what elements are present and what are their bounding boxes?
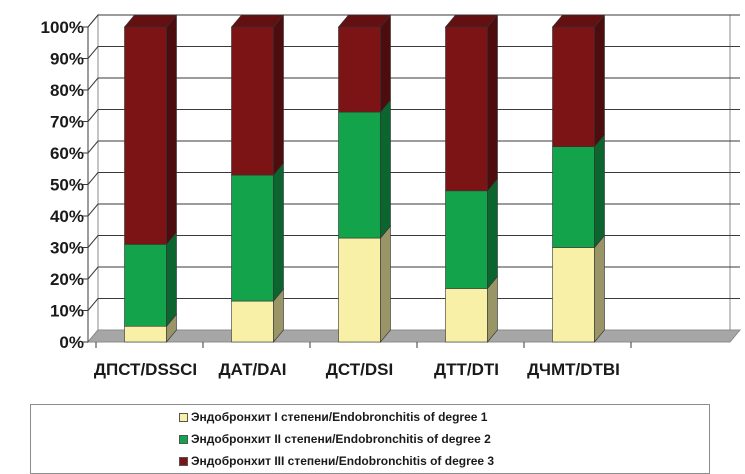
x-category-label: ДТТ/DTI [434, 360, 499, 379]
legend: Эндобронхит I степени/Endobronchitis of … [30, 404, 710, 474]
bar-top [337, 14, 392, 28]
legend-item-degree-3: Эндобронхит III степени/Endobronchitis o… [179, 454, 494, 468]
y-axis-ticks: 0% 10% 20% 30% 40% 50% 60% 70% 80% 90% 100% [41, 18, 84, 352]
gridline-70pct [87, 109, 740, 122]
gridline-10pct [87, 298, 740, 311]
chart-walls [86, 13, 742, 344]
gridline-20pct [87, 266, 740, 280]
bar-segment [552, 133, 605, 249]
bar-segment [230, 14, 285, 176]
legend-label-degree-3: Эндобронхит III степени/Endobronchitis o… [191, 454, 495, 468]
stacked-bar-chart: 0% 10% 20% 30% 40% 50% 60% 70% 80% 90% 100% ДПСТ/D… [41, 13, 742, 379]
x-category-label: ДСТ/DSI [326, 360, 393, 379]
bar-side [380, 14, 391, 113]
bar-segment [551, 14, 606, 148]
bar-front [552, 26, 595, 147]
legend-label-degree-2: Эндобронхит II степени/Endobronchitis of… [191, 432, 491, 446]
bar-side [273, 162, 284, 302]
bar-segment [445, 177, 498, 290]
x-category-label: ДПСТ/DSSCI [94, 360, 197, 379]
bar-segment [124, 231, 177, 328]
x-category-label: ДЧМТ/DTBI [527, 360, 620, 379]
bar-top [444, 14, 499, 28]
bar-front [338, 26, 381, 113]
bar-segment [124, 313, 177, 343]
bar-front [124, 244, 167, 327]
gridlines [83, 14, 740, 348]
bar-side [166, 231, 177, 328]
gridline-60pct [87, 140, 740, 154]
bar-segment [444, 14, 499, 192]
bar-front [124, 26, 167, 245]
gridline-90pct [87, 46, 740, 59]
bar-segment [337, 14, 392, 113]
bar-front [552, 247, 595, 343]
bar-side [594, 14, 605, 148]
bar-side [380, 99, 391, 239]
legend-swatch-degree-2 [179, 434, 188, 444]
bar-side [380, 225, 391, 343]
bar-segment [552, 234, 605, 343]
y-tick-label: 80% [50, 81, 84, 100]
gridline-40pct [87, 203, 740, 217]
bar-front [338, 111, 381, 239]
y-tick-label: 70% [50, 113, 84, 132]
legend-swatch-degree-1 [179, 412, 188, 422]
y-tick-label: 50% [50, 176, 84, 195]
y-tick-label: 60% [50, 144, 84, 163]
y-tick-label: 20% [50, 270, 84, 289]
x-category-label: ДАТ/DAI [219, 360, 287, 379]
bar-front [552, 146, 595, 248]
gridline-100pct [87, 14, 740, 28]
legend-swatch-degree-3 [179, 456, 188, 466]
bars [123, 14, 606, 343]
gridline-80pct [87, 77, 740, 91]
bar-top [230, 14, 285, 28]
bar-front [231, 26, 274, 176]
bar-side [487, 177, 498, 290]
bar-front [445, 26, 488, 192]
x-axis-categories: ДПСТ/DSSCI ДАТ/DAI ДСТ/DSI ДТТ/DTI ДЧМТ/DTBI [94, 360, 620, 379]
bar-segment [338, 99, 391, 239]
bar-side [273, 14, 284, 176]
bar-front [231, 300, 274, 343]
bar-side [166, 14, 177, 246]
y-tick-label: 40% [50, 207, 84, 226]
bar-front [445, 190, 488, 289]
y-tick-label: 0% [59, 333, 84, 352]
bar-segment [338, 225, 391, 343]
gridline-30pct [87, 235, 740, 248]
gridline-50pct [87, 172, 740, 185]
legend-label-degree-1: Эндобронхит I степени/Endobronchitis of … [191, 410, 488, 424]
bar-front [445, 288, 488, 343]
bar-front [231, 174, 274, 302]
bar-side [594, 133, 605, 249]
bar-segment [231, 162, 284, 302]
bar-side [487, 14, 498, 192]
bar-top [551, 14, 606, 28]
bar-top [123, 14, 178, 28]
floor [86, 329, 742, 343]
y-tick-label: 10% [50, 302, 84, 321]
y-tick-label: 100% [41, 18, 84, 37]
bar-segment [445, 275, 498, 343]
bar-segment [123, 14, 178, 246]
bar-side [594, 234, 605, 343]
y-tick-label: 90% [50, 50, 84, 69]
legend-item-degree-1: Эндобронхит I степени/Endobronchitis of … [179, 410, 487, 424]
bar-front [124, 325, 167, 343]
y-tick-label: 30% [50, 239, 84, 258]
bar-front [338, 237, 381, 343]
legend-item-degree-2: Эндобронхит II степени/Endobronchitis of… [179, 432, 491, 446]
bar-segment [231, 288, 284, 343]
